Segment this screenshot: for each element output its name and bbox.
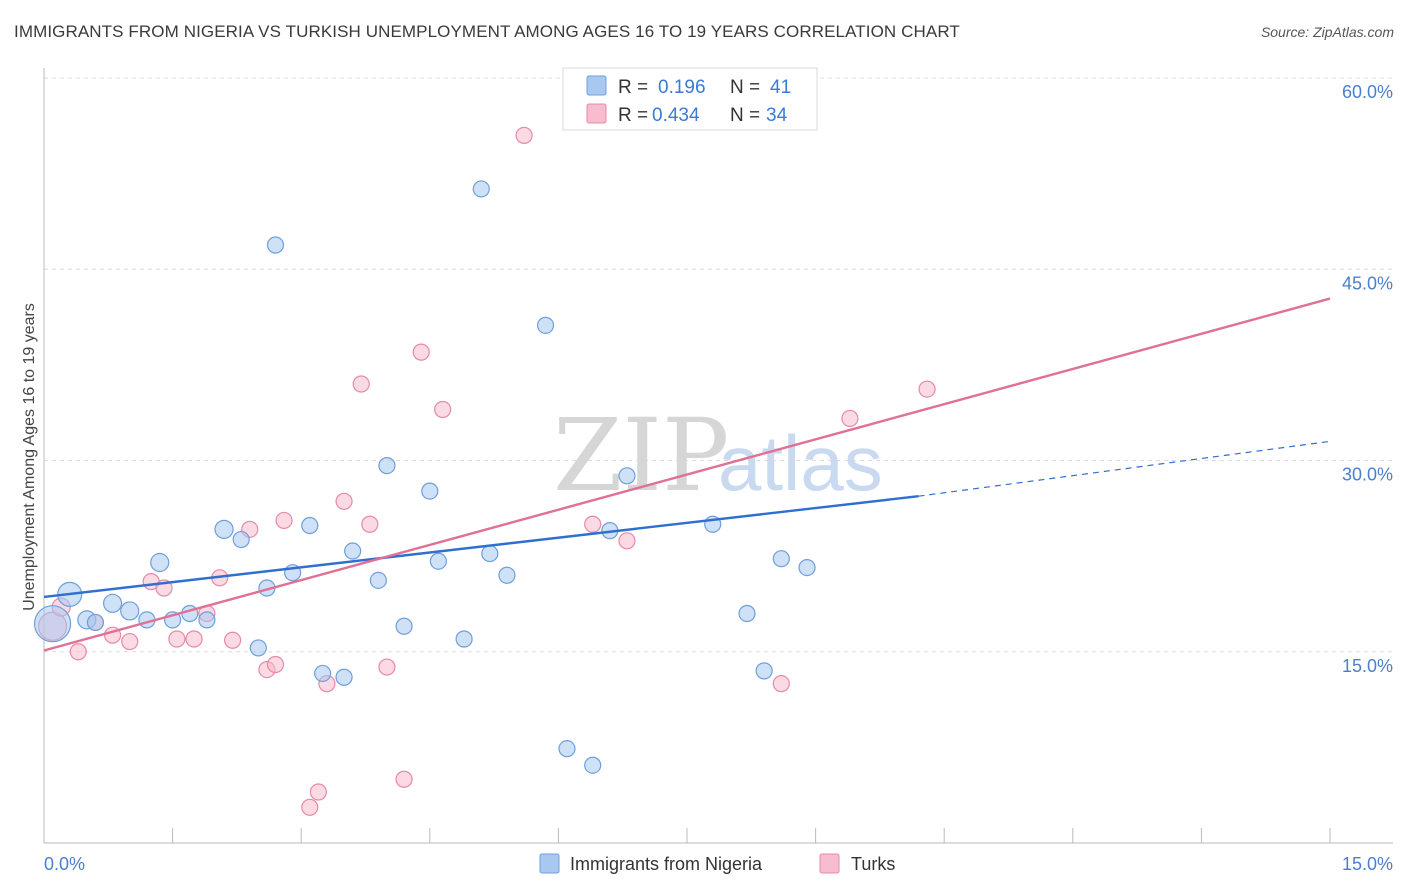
legend-r-label-blue: R = bbox=[618, 77, 648, 98]
nigeria-trend-extension bbox=[918, 440, 1331, 497]
nigeria-point-30 bbox=[536, 316, 555, 334]
turks-point-31 bbox=[841, 409, 859, 428]
nigeria-point-25 bbox=[429, 552, 447, 570]
nigeria-point-29 bbox=[498, 566, 516, 584]
nigeria-point-24 bbox=[421, 482, 439, 500]
turks-point-32 bbox=[918, 380, 936, 398]
nigeria-point-39 bbox=[772, 550, 790, 568]
stats-legend: R = 0.196 N = 41 R = 0.434 N = 34 bbox=[562, 67, 818, 131]
nigeria-point-3 bbox=[86, 613, 105, 632]
y-axis-label: Unemployment Among Ages 16 to 19 years bbox=[21, 303, 38, 611]
y-tick-label-60: 60.0% bbox=[1342, 82, 1393, 102]
legend-n-value-blue: 41 bbox=[770, 77, 791, 98]
nigeria-point-21 bbox=[369, 571, 387, 589]
legend-swatch-pink bbox=[586, 103, 607, 124]
y-tick-label-45: 45.0% bbox=[1342, 273, 1393, 293]
legend-swatch-blue bbox=[586, 75, 607, 96]
legend-r-label-pink: R = bbox=[618, 105, 648, 126]
turks-point-18 bbox=[309, 783, 327, 801]
legend-n-label-blue: N = bbox=[730, 77, 760, 98]
x-tick-label-min: 0.0% bbox=[44, 854, 85, 874]
x-tick-label-max: 15.0% bbox=[1342, 854, 1393, 874]
series-legend: Immigrants from Nigeria Turks bbox=[539, 853, 895, 874]
turks-point-30 bbox=[772, 675, 790, 693]
nigeria-point-40 bbox=[798, 558, 816, 577]
x-axis-ticks bbox=[43, 828, 1331, 843]
turks-point-9 bbox=[185, 630, 203, 648]
nigeria-point-27 bbox=[472, 180, 490, 198]
nigeria-point-28 bbox=[481, 544, 499, 563]
legend-n-label-pink: N = bbox=[730, 105, 760, 126]
legend-r-value-pink: 0.434 bbox=[652, 105, 700, 126]
turks-point-22 bbox=[361, 515, 379, 533]
nigeria-point-13 bbox=[249, 639, 267, 657]
turks-point-23 bbox=[378, 658, 396, 676]
gridlines bbox=[44, 77, 1393, 653]
series-legend-label-nigeria: Immigrants from Nigeria bbox=[570, 854, 763, 874]
y-tick-label-30: 30.0% bbox=[1342, 465, 1393, 485]
source-note: Source: ZipAtlas.com bbox=[1260, 24, 1394, 40]
nigeria-point-7 bbox=[150, 552, 170, 573]
nigeria-point-22 bbox=[378, 457, 396, 475]
nigeria-point-19 bbox=[335, 668, 353, 686]
turks-point-26 bbox=[434, 400, 452, 419]
turks-point-12 bbox=[224, 631, 242, 649]
chart-title: IMMIGRANTS FROM NIGERIA VS TURKISH UNEMP… bbox=[14, 22, 960, 41]
nigeria-point-38 bbox=[755, 662, 773, 680]
nigeria-point-26 bbox=[455, 630, 473, 648]
nigeria-point-11 bbox=[214, 519, 234, 539]
nigeria-point-31 bbox=[558, 740, 576, 758]
nigeria-point-17 bbox=[301, 516, 319, 535]
turks-point-5 bbox=[121, 632, 139, 651]
nigeria-point-37 bbox=[738, 604, 756, 623]
nigeria-point-32 bbox=[584, 756, 602, 774]
turks-point-20 bbox=[335, 492, 353, 510]
turks-point-21 bbox=[352, 375, 370, 393]
turks-point-25 bbox=[412, 343, 430, 361]
nigeria-point-23 bbox=[395, 617, 413, 635]
y-tick-labels: 15.0% 30.0% 45.0% 60.0% bbox=[1342, 82, 1393, 676]
turks-point-29 bbox=[618, 532, 636, 550]
legend-n-value-pink: 34 bbox=[766, 105, 788, 126]
nigeria-point-20 bbox=[344, 542, 362, 560]
nigeria-point-12 bbox=[232, 530, 250, 549]
nigeria-point-4 bbox=[102, 593, 123, 613]
series-legend-swatch-nigeria bbox=[539, 853, 560, 874]
turks-point-27 bbox=[515, 126, 533, 144]
turks-point-24 bbox=[395, 770, 413, 788]
series-legend-swatch-turks bbox=[819, 853, 840, 874]
series-legend-label-turks: Turks bbox=[851, 854, 895, 874]
nigeria-point-10 bbox=[198, 611, 216, 629]
nigeria-trend-line bbox=[43, 495, 919, 599]
nigeria-point-5 bbox=[120, 601, 140, 621]
turks-point-15 bbox=[266, 655, 285, 674]
turks-point-28 bbox=[584, 515, 602, 533]
legend-r-value-blue: 0.196 bbox=[658, 77, 706, 98]
nigeria-point-0 bbox=[33, 605, 72, 643]
turks-point-8 bbox=[168, 630, 186, 648]
turks-point-16 bbox=[275, 511, 293, 530]
y-tick-label-15: 15.0% bbox=[1342, 656, 1393, 676]
turks-point-2 bbox=[69, 643, 87, 661]
watermark-atlas: atlas bbox=[718, 419, 883, 507]
watermark-zip: ZIP bbox=[553, 397, 729, 514]
nigeria-point-34 bbox=[618, 467, 636, 485]
turks-point-17 bbox=[301, 798, 319, 816]
trend-lines bbox=[43, 297, 1331, 652]
turks-trend-line bbox=[43, 297, 1331, 652]
nigeria-point-15 bbox=[266, 236, 285, 254]
nigeria-point-18 bbox=[314, 664, 332, 683]
